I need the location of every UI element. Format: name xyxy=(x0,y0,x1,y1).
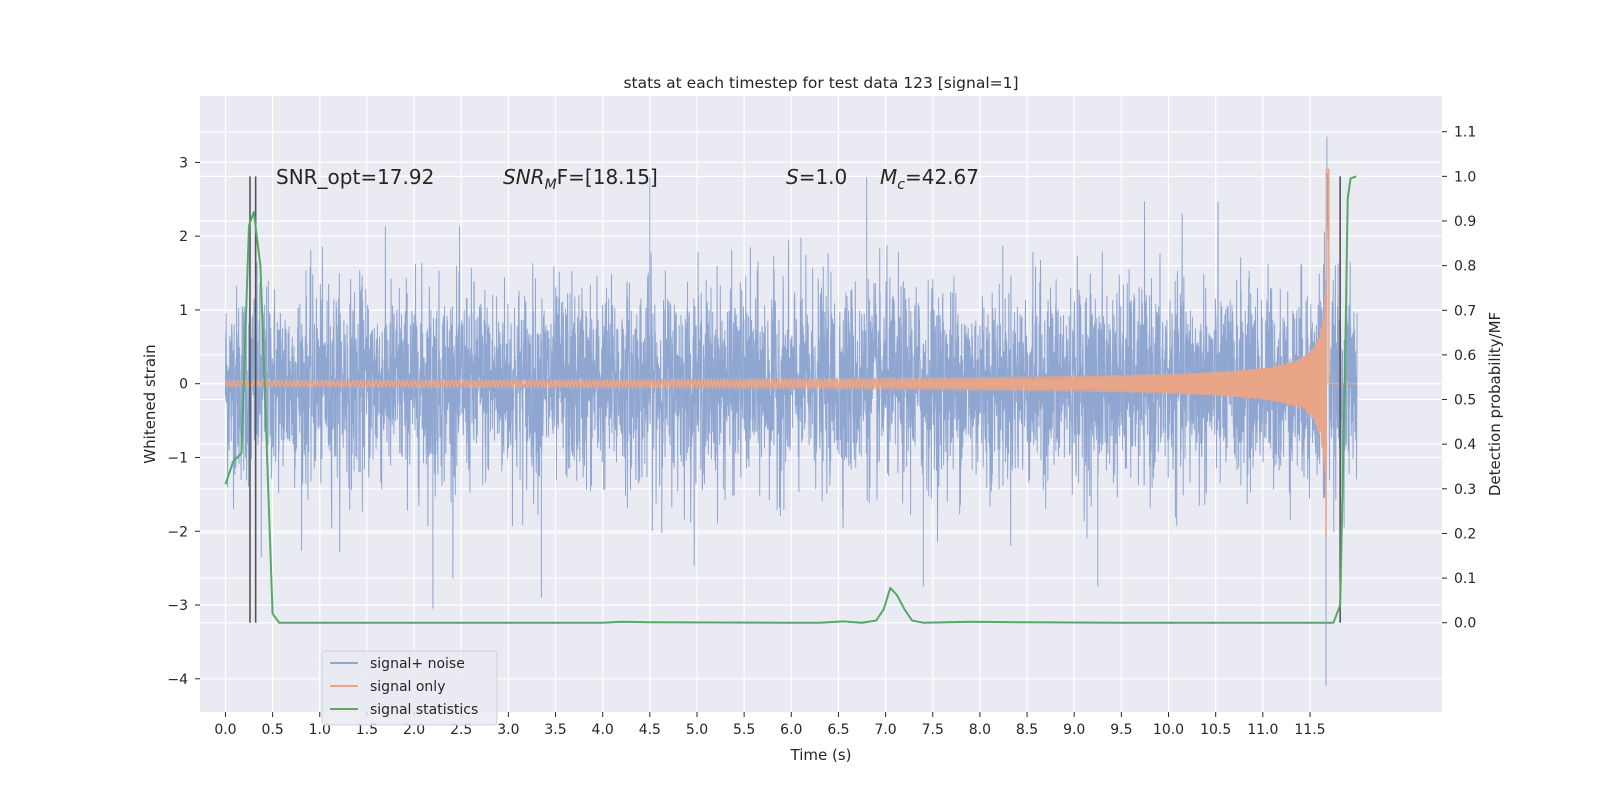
x-tick-label: 10.0 xyxy=(1153,722,1184,738)
x-axis-ticks: 0.0 0.5 1.0 1.5 2.0 2.5 3.0 3.5 4.0 4.5 5.0 5.5 6.0 6… xyxy=(214,712,1326,738)
y-tick-label: 2 xyxy=(179,229,188,245)
annotation-snr-mf-sub: M xyxy=(545,177,557,193)
annotation-snr-mf-rest: F=[18.15] xyxy=(557,165,658,189)
y-axis-label: Whitened strain xyxy=(141,344,159,463)
y2-tick-label: 0.6 xyxy=(1454,348,1476,364)
y2-tick-label: 0.0 xyxy=(1454,616,1476,632)
plot-area xyxy=(224,136,1358,687)
x-tick-label: 0.0 xyxy=(214,722,236,738)
x-tick-label: 1.0 xyxy=(309,722,331,738)
y2-tick-label: 1.0 xyxy=(1454,169,1476,185)
x-tick-label: 11.0 xyxy=(1247,722,1278,738)
x-axis-label: Time (s) xyxy=(790,746,852,764)
x-tick-label: 4.5 xyxy=(639,722,661,738)
y2-tick-label: 0.5 xyxy=(1454,393,1476,409)
y-tick-label: 0 xyxy=(179,377,188,393)
x-tick-label: 7.5 xyxy=(922,722,944,738)
x-tick-label: 9.5 xyxy=(1110,722,1132,738)
annotation-snr-mf-name: SNR xyxy=(503,165,545,189)
y2-tick-label: 0.7 xyxy=(1454,303,1476,319)
y2-tick-label: 0.3 xyxy=(1454,482,1476,498)
legend-label-signal-only: signal only xyxy=(370,679,445,695)
annotation-mc-value: =42.67 xyxy=(905,165,979,189)
y2-axis-label: Detection probability/MF xyxy=(1486,312,1504,496)
vertical-markers xyxy=(249,176,1341,623)
x-tick-label: 5.0 xyxy=(686,722,708,738)
x-tick-label: 3.5 xyxy=(544,722,566,738)
y2-tick-label: 1.1 xyxy=(1454,125,1476,141)
y-axis-ticks: 3 2 1 0 −1 −2 −3 −4 xyxy=(167,155,200,688)
x-tick-label: 5.5 xyxy=(733,722,755,738)
y-tick-label: 3 xyxy=(179,155,188,171)
annotation-snr-opt: SNR_opt=17.92 xyxy=(276,165,434,189)
y-tick-label: −3 xyxy=(167,598,188,614)
annotation-mc-sub: c xyxy=(897,177,905,193)
chart-title: stats at each timestep for test data 123… xyxy=(623,74,1018,92)
annotation-mc-name: M xyxy=(880,165,897,189)
y2-tick-label: 0.8 xyxy=(1454,259,1476,275)
annotation-s-name: S xyxy=(786,165,799,189)
x-tick-label: 10.5 xyxy=(1200,722,1231,738)
y-tick-label: 1 xyxy=(179,303,188,319)
x-tick-label: 9.0 xyxy=(1063,722,1085,738)
series-signal-statistics-line xyxy=(224,175,1357,624)
y-tick-label: −2 xyxy=(167,524,188,540)
y-tick-label: −1 xyxy=(167,450,188,466)
x-tick-label: 7.0 xyxy=(874,722,896,738)
y2-tick-label: 0.2 xyxy=(1454,526,1476,542)
annotation-snr-mf: SNRMF=[18.15] xyxy=(503,165,658,193)
y2-tick-label: 0.1 xyxy=(1454,571,1476,587)
annotation-s: S=1.0 xyxy=(786,165,847,189)
annotation-mc: Mc=42.67 xyxy=(880,165,979,193)
x-tick-label: 8.5 xyxy=(1016,722,1038,738)
x-tick-label: 4.0 xyxy=(592,722,614,738)
legend-label-signal-statistics: signal statistics xyxy=(370,702,478,718)
x-tick-label: 11.5 xyxy=(1294,722,1325,738)
x-tick-label: 6.5 xyxy=(827,722,849,738)
x-tick-label: 8.0 xyxy=(969,722,991,738)
y2-tick-label: 0.9 xyxy=(1454,214,1476,230)
x-tick-label: 6.0 xyxy=(780,722,802,738)
y2-tick-label: 0.4 xyxy=(1454,437,1476,453)
y-tick-label: −4 xyxy=(167,672,188,688)
series-signal-only-line xyxy=(224,168,1358,540)
x-tick-label: 2.0 xyxy=(403,722,425,738)
y2-axis-ticks: 1.1 1.0 0.9 0.8 0.7 0.6 0.5 0.4 0.3 0.2 0.1 0.0 xyxy=(1442,125,1476,632)
x-tick-label: 2.5 xyxy=(450,722,472,738)
legend-box xyxy=(321,650,498,726)
x-tick-label: 0.5 xyxy=(261,722,283,738)
x-tick-label: 1.5 xyxy=(356,722,378,738)
x-tick-label: 3.0 xyxy=(497,722,519,738)
annotation-s-value: =1.0 xyxy=(799,165,848,189)
legend: signal+ noise signal only signal statist… xyxy=(321,650,498,726)
legend-label-signal-noise: signal+ noise xyxy=(370,656,465,672)
